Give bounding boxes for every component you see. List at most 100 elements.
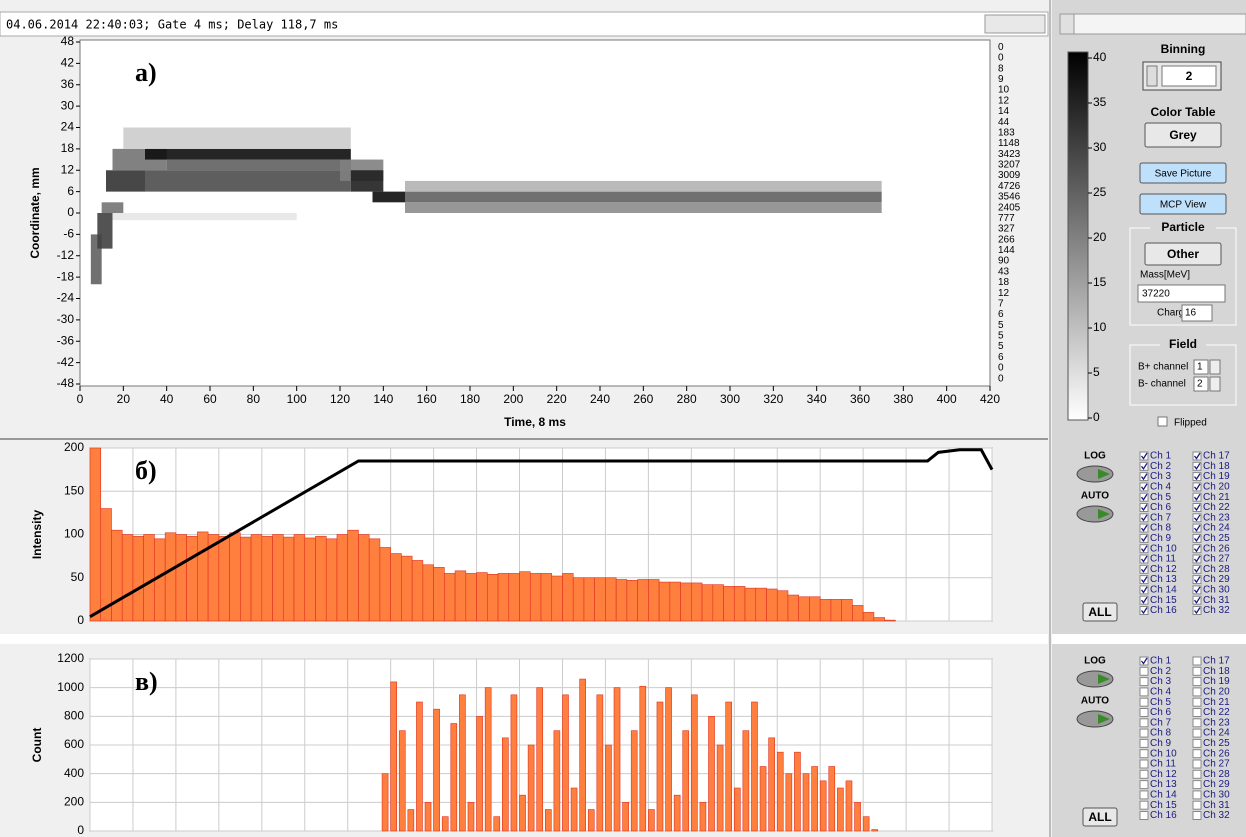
- checkbox[interactable]: [1193, 709, 1201, 717]
- bar: [863, 612, 874, 621]
- row-count: 0: [998, 373, 1004, 384]
- bar: [552, 576, 563, 621]
- bar: [165, 533, 176, 621]
- checkbox[interactable]: [1193, 801, 1201, 809]
- label: B+ channel: [1138, 362, 1188, 373]
- checkbox[interactable]: [1140, 719, 1148, 727]
- checkbox[interactable]: [1193, 698, 1201, 706]
- heat-cell: [373, 192, 406, 203]
- scrollbar[interactable]: [1060, 14, 1246, 34]
- y-tick-label: -24: [57, 291, 75, 305]
- checkbox[interactable]: [1140, 688, 1148, 696]
- checkbox[interactable]: [1193, 678, 1201, 686]
- colorbar-label: 25: [1093, 185, 1107, 199]
- bar: [554, 731, 560, 831]
- bar: [562, 695, 568, 831]
- colorbar-label: 35: [1093, 95, 1107, 109]
- y-axis-title: Intensity: [30, 510, 44, 560]
- checkbox[interactable]: [1193, 781, 1201, 789]
- scroll-left[interactable]: [1060, 14, 1074, 34]
- checkbox[interactable]: [1140, 781, 1148, 789]
- checkbox[interactable]: [1193, 667, 1201, 675]
- checkbox[interactable]: [1140, 678, 1148, 686]
- bar: [434, 709, 440, 831]
- checkbox[interactable]: [1193, 791, 1201, 799]
- y-tick-label: 200: [64, 795, 84, 809]
- checkbox[interactable]: [1193, 750, 1201, 758]
- checkbox[interactable]: [1193, 657, 1201, 665]
- bar: [487, 574, 498, 621]
- bar: [786, 774, 792, 831]
- checkbox[interactable]: [1193, 729, 1201, 737]
- bar: [111, 530, 122, 621]
- checkbox[interactable]: [1140, 760, 1148, 768]
- bar: [511, 695, 517, 831]
- y-tick-label: 42: [61, 56, 75, 70]
- bar: [616, 579, 627, 621]
- checkbox[interactable]: [1140, 801, 1148, 809]
- checkbox[interactable]: [1140, 770, 1148, 778]
- y-tick-label: 48: [61, 34, 75, 48]
- bar: [562, 573, 573, 621]
- spin-buttons[interactable]: [1210, 360, 1220, 374]
- checkbox[interactable]: [1193, 739, 1201, 747]
- checkbox[interactable]: [1193, 688, 1201, 696]
- checkbox[interactable]: [1193, 760, 1201, 768]
- checkbox[interactable]: [1193, 719, 1201, 727]
- checkbox[interactable]: [1140, 750, 1148, 758]
- checkbox[interactable]: [1140, 729, 1148, 737]
- y-tick-label: 6: [67, 184, 74, 198]
- checkbox[interactable]: [1140, 791, 1148, 799]
- bar: [444, 573, 455, 621]
- y-tick-label: -48: [57, 376, 75, 390]
- checkbox[interactable]: [1140, 812, 1148, 820]
- channel-label: Ch 16: [1150, 810, 1177, 821]
- x-tick-label: 280: [677, 392, 697, 406]
- row-count: 0: [998, 53, 1004, 64]
- x-tick-label: 20: [117, 392, 131, 406]
- bar: [316, 536, 327, 621]
- checkbox[interactable]: [1140, 739, 1148, 747]
- bar: [122, 535, 133, 622]
- colorbar-label: 20: [1093, 230, 1107, 244]
- checkbox[interactable]: [1140, 698, 1148, 706]
- bar: [713, 585, 724, 621]
- colorbar: [1068, 52, 1088, 420]
- bar: [777, 752, 783, 831]
- row-count: 2405: [998, 202, 1021, 213]
- bar: [425, 802, 431, 831]
- bar: [358, 535, 369, 622]
- checkbox[interactable]: [1193, 812, 1201, 820]
- row-count: 90: [998, 256, 1010, 267]
- bar: [605, 578, 616, 621]
- bar: [691, 583, 702, 621]
- row-count: 3546: [998, 192, 1021, 203]
- checkbox[interactable]: [1140, 667, 1148, 675]
- bar: [872, 830, 878, 831]
- row-count: 43: [998, 266, 1010, 277]
- bar: [648, 579, 659, 621]
- divider: [0, 438, 1048, 440]
- bar: [459, 695, 465, 831]
- bar: [416, 702, 422, 831]
- bar: [769, 738, 775, 831]
- row-count: 6: [998, 309, 1004, 320]
- toolbar-icons[interactable]: [985, 15, 1045, 33]
- checkbox[interactable]: [1158, 417, 1167, 426]
- bar: [846, 781, 852, 831]
- bar: [874, 618, 885, 621]
- x-tick-label: 400: [937, 392, 957, 406]
- checkbox[interactable]: [1140, 709, 1148, 717]
- y-tick-label: -12: [57, 248, 75, 262]
- row-count: 8: [998, 63, 1004, 74]
- spin-buttons[interactable]: [1147, 66, 1157, 86]
- channel-label: Ch 32: [1203, 605, 1230, 616]
- row-count: 266: [998, 234, 1015, 245]
- x-tick-label: 0: [77, 392, 84, 406]
- bar: [863, 817, 869, 831]
- checkbox[interactable]: [1193, 770, 1201, 778]
- spin-buttons[interactable]: [1210, 377, 1220, 391]
- button-label: Save Picture: [1155, 169, 1212, 180]
- x-tick-label: 300: [720, 392, 740, 406]
- row-count: 12: [998, 288, 1010, 299]
